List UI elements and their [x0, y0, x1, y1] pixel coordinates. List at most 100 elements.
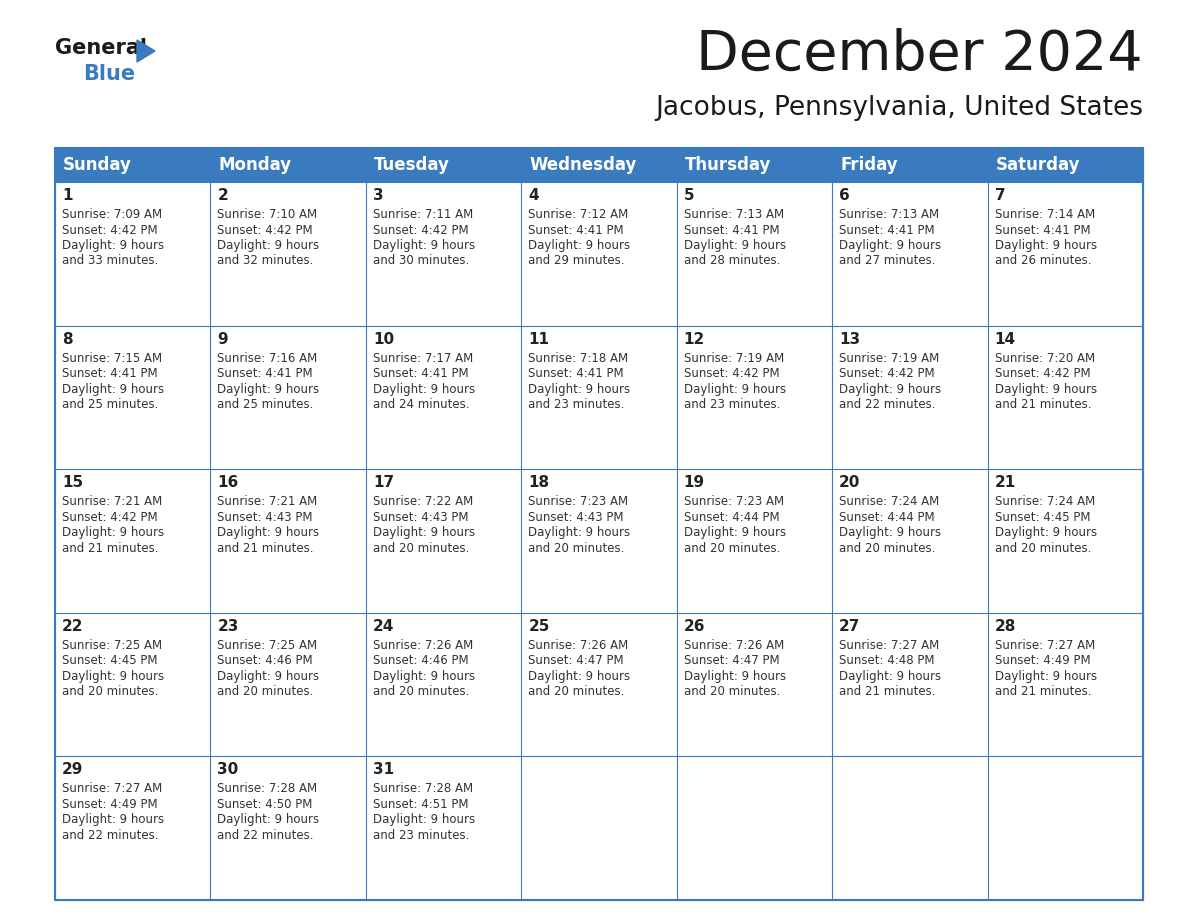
Text: Sunset: 4:44 PM: Sunset: 4:44 PM: [839, 510, 935, 523]
Text: 13: 13: [839, 331, 860, 347]
Bar: [987, 182, 1143, 326]
Text: Sunrise: 7:10 AM: Sunrise: 7:10 AM: [217, 208, 317, 221]
Text: Sunset: 4:41 PM: Sunset: 4:41 PM: [529, 367, 624, 380]
Text: and 33 minutes.: and 33 minutes.: [62, 254, 158, 267]
Text: Sunset: 4:43 PM: Sunset: 4:43 PM: [217, 510, 312, 523]
Text: and 23 minutes.: and 23 minutes.: [373, 829, 469, 842]
Bar: [366, 756, 522, 900]
Bar: [210, 182, 366, 326]
Text: 31: 31: [373, 763, 394, 778]
Text: Sunrise: 7:22 AM: Sunrise: 7:22 AM: [373, 495, 473, 509]
Text: and 20 minutes.: and 20 minutes.: [684, 686, 781, 699]
Text: Monday: Monday: [219, 156, 291, 174]
Text: and 23 minutes.: and 23 minutes.: [684, 398, 781, 411]
Text: and 26 minutes.: and 26 minutes.: [994, 254, 1091, 267]
Text: Daylight: 9 hours: Daylight: 9 hours: [62, 383, 164, 396]
Text: Sunset: 4:42 PM: Sunset: 4:42 PM: [217, 223, 314, 237]
Text: and 29 minutes.: and 29 minutes.: [529, 254, 625, 267]
Text: 9: 9: [217, 331, 228, 347]
Text: 4: 4: [529, 188, 539, 203]
Bar: [987, 613, 1143, 756]
Text: and 23 minutes.: and 23 minutes.: [529, 398, 625, 411]
Text: Daylight: 9 hours: Daylight: 9 hours: [373, 813, 475, 826]
Text: and 21 minutes.: and 21 minutes.: [217, 542, 314, 554]
Text: Sunrise: 7:24 AM: Sunrise: 7:24 AM: [994, 495, 1095, 509]
Text: 8: 8: [62, 331, 72, 347]
Text: Sunset: 4:46 PM: Sunset: 4:46 PM: [373, 655, 468, 667]
Bar: [522, 613, 677, 756]
Text: Sunrise: 7:21 AM: Sunrise: 7:21 AM: [62, 495, 163, 509]
Text: and 20 minutes.: and 20 minutes.: [529, 686, 625, 699]
Text: Sunset: 4:42 PM: Sunset: 4:42 PM: [62, 510, 158, 523]
Text: Sunrise: 7:26 AM: Sunrise: 7:26 AM: [529, 639, 628, 652]
Text: Thursday: Thursday: [684, 156, 771, 174]
Text: and 22 minutes.: and 22 minutes.: [62, 829, 158, 842]
Text: Daylight: 9 hours: Daylight: 9 hours: [839, 526, 941, 539]
Text: Sunrise: 7:27 AM: Sunrise: 7:27 AM: [839, 639, 940, 652]
Text: Daylight: 9 hours: Daylight: 9 hours: [684, 670, 785, 683]
Text: 12: 12: [684, 331, 704, 347]
Text: Daylight: 9 hours: Daylight: 9 hours: [373, 239, 475, 252]
Text: Sunrise: 7:12 AM: Sunrise: 7:12 AM: [529, 208, 628, 221]
Text: Daylight: 9 hours: Daylight: 9 hours: [373, 526, 475, 539]
Text: Daylight: 9 hours: Daylight: 9 hours: [684, 239, 785, 252]
Text: Daylight: 9 hours: Daylight: 9 hours: [839, 383, 941, 396]
Bar: [366, 182, 522, 326]
Text: 28: 28: [994, 619, 1016, 633]
Text: Daylight: 9 hours: Daylight: 9 hours: [217, 383, 320, 396]
Text: Sunrise: 7:26 AM: Sunrise: 7:26 AM: [373, 639, 473, 652]
Text: Sunset: 4:46 PM: Sunset: 4:46 PM: [217, 655, 314, 667]
Text: Daylight: 9 hours: Daylight: 9 hours: [62, 526, 164, 539]
Text: 22: 22: [62, 619, 83, 633]
Text: and 20 minutes.: and 20 minutes.: [373, 542, 469, 554]
Text: 17: 17: [373, 476, 394, 490]
Text: Sunset: 4:49 PM: Sunset: 4:49 PM: [994, 655, 1091, 667]
Text: and 20 minutes.: and 20 minutes.: [839, 542, 935, 554]
Text: 1: 1: [62, 188, 72, 203]
Text: Sunrise: 7:21 AM: Sunrise: 7:21 AM: [217, 495, 317, 509]
Bar: [55, 613, 210, 756]
Text: 18: 18: [529, 476, 549, 490]
Text: Sunrise: 7:25 AM: Sunrise: 7:25 AM: [217, 639, 317, 652]
Text: 20: 20: [839, 476, 860, 490]
Text: Sunset: 4:42 PM: Sunset: 4:42 PM: [684, 367, 779, 380]
Bar: [366, 613, 522, 756]
Text: Daylight: 9 hours: Daylight: 9 hours: [994, 526, 1097, 539]
Text: Sunrise: 7:15 AM: Sunrise: 7:15 AM: [62, 352, 162, 364]
Text: and 32 minutes.: and 32 minutes.: [217, 254, 314, 267]
Bar: [210, 469, 366, 613]
Bar: [55, 756, 210, 900]
Text: Daylight: 9 hours: Daylight: 9 hours: [217, 670, 320, 683]
Text: Sunset: 4:45 PM: Sunset: 4:45 PM: [62, 655, 158, 667]
Bar: [55, 148, 1143, 182]
Text: Daylight: 9 hours: Daylight: 9 hours: [529, 670, 631, 683]
Text: and 24 minutes.: and 24 minutes.: [373, 398, 469, 411]
Text: Sunset: 4:41 PM: Sunset: 4:41 PM: [684, 223, 779, 237]
Text: Daylight: 9 hours: Daylight: 9 hours: [217, 526, 320, 539]
Bar: [987, 326, 1143, 469]
Text: Daylight: 9 hours: Daylight: 9 hours: [529, 526, 631, 539]
Text: Sunset: 4:41 PM: Sunset: 4:41 PM: [994, 223, 1091, 237]
Polygon shape: [137, 40, 154, 62]
Text: and 30 minutes.: and 30 minutes.: [373, 254, 469, 267]
Text: Sunset: 4:41 PM: Sunset: 4:41 PM: [62, 367, 158, 380]
Text: Sunday: Sunday: [63, 156, 132, 174]
Text: 3: 3: [373, 188, 384, 203]
Text: and 20 minutes.: and 20 minutes.: [217, 686, 314, 699]
Text: and 25 minutes.: and 25 minutes.: [62, 398, 158, 411]
Bar: [522, 756, 677, 900]
Bar: [522, 326, 677, 469]
Text: Sunset: 4:42 PM: Sunset: 4:42 PM: [373, 223, 468, 237]
Text: Sunset: 4:42 PM: Sunset: 4:42 PM: [994, 367, 1091, 380]
Text: Daylight: 9 hours: Daylight: 9 hours: [994, 670, 1097, 683]
Text: 26: 26: [684, 619, 706, 633]
Text: 6: 6: [839, 188, 849, 203]
Bar: [677, 613, 832, 756]
Text: Sunrise: 7:26 AM: Sunrise: 7:26 AM: [684, 639, 784, 652]
Text: Sunset: 4:42 PM: Sunset: 4:42 PM: [62, 223, 158, 237]
Text: Sunset: 4:44 PM: Sunset: 4:44 PM: [684, 510, 779, 523]
Text: Daylight: 9 hours: Daylight: 9 hours: [62, 239, 164, 252]
Text: Saturday: Saturday: [996, 156, 1080, 174]
Text: Daylight: 9 hours: Daylight: 9 hours: [529, 239, 631, 252]
Text: 2: 2: [217, 188, 228, 203]
